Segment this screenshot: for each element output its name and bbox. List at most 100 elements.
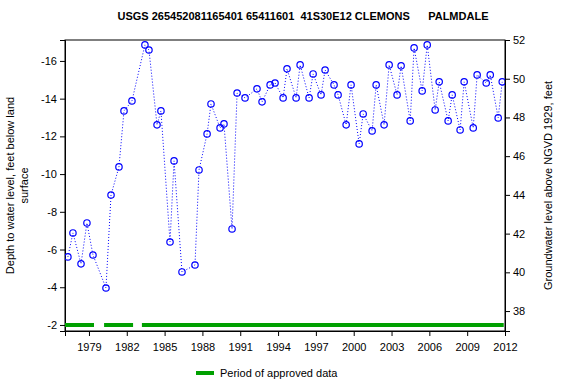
- data-point: [293, 95, 299, 101]
- axis-line: [506, 41, 511, 332]
- tick: 2012: [493, 331, 517, 353]
- tick: -10: [41, 168, 65, 180]
- tick-label: -2: [47, 319, 57, 331]
- tick-mark: [505, 117, 510, 118]
- data-point: [343, 122, 349, 128]
- data-point: [297, 62, 303, 68]
- data-point: [217, 125, 223, 131]
- data-point: [108, 192, 114, 198]
- tick-mark: [316, 331, 317, 336]
- data-point: [280, 95, 286, 101]
- tick: 2003: [380, 331, 404, 353]
- y-axis-title: Depth to water level, feet below landsur…: [4, 97, 30, 274]
- tick-mark: [505, 40, 510, 41]
- tick: 1991: [229, 331, 253, 353]
- tick-label: -12: [41, 130, 57, 142]
- tick: 42: [505, 228, 525, 240]
- data-point: [483, 80, 489, 86]
- data-point: [335, 92, 341, 98]
- tick-label: -14: [41, 93, 57, 105]
- tick-mark: [467, 331, 468, 336]
- tick-mark: [505, 195, 510, 196]
- data-point: [121, 108, 127, 114]
- data-point: [84, 220, 90, 226]
- data-point: [318, 92, 324, 98]
- approved-period: [104, 323, 133, 327]
- tick-mark: [392, 331, 393, 336]
- tick: 38: [505, 305, 525, 317]
- tick-mark: [240, 331, 241, 336]
- data-point: [65, 254, 71, 260]
- approved-period: [142, 323, 504, 327]
- plot-frame: [65, 40, 505, 331]
- data-point: [407, 118, 413, 124]
- tick-label: 46: [513, 150, 525, 162]
- tick-label: -8: [47, 206, 57, 218]
- tick-mark: [60, 250, 65, 251]
- data-point: [167, 239, 173, 245]
- data-point: [449, 92, 455, 98]
- data-point: [78, 261, 84, 267]
- data-point: [348, 82, 354, 88]
- y-axis: -16 -14 -12 -10 -8 -6 -4 -2: [41, 41, 65, 332]
- tick-label: -4: [47, 281, 57, 293]
- tick: -6: [47, 244, 65, 256]
- tick-mark: [127, 331, 128, 336]
- tick-label: 40: [513, 266, 525, 278]
- tick: -14: [41, 93, 65, 105]
- tick-label: 1979: [77, 341, 101, 353]
- data-point: [381, 122, 387, 128]
- tick: -4: [47, 281, 65, 293]
- tick-mark: [60, 99, 65, 100]
- data-point: [70, 230, 76, 236]
- data-point: [398, 63, 404, 69]
- tick-label: 1985: [153, 341, 177, 353]
- data-point: [386, 62, 392, 68]
- data-point: [457, 127, 463, 133]
- tick: -8: [47, 206, 65, 218]
- tick: 40: [505, 266, 525, 278]
- tick: -16: [41, 55, 65, 67]
- data-point: [322, 67, 328, 73]
- tick-mark: [60, 174, 65, 175]
- title: USGS 265452081165401 65411601 41S30E12 C…: [118, 10, 489, 22]
- data-point: [360, 111, 366, 117]
- data-point: [306, 95, 312, 101]
- data-point: [432, 107, 438, 113]
- axis-line: [60, 41, 66, 332]
- data-point: [208, 101, 214, 107]
- tick: 1985: [153, 331, 177, 353]
- data-point: [331, 82, 337, 88]
- data-point: [445, 118, 451, 124]
- data-point: [487, 72, 493, 78]
- data-point: [461, 79, 467, 85]
- data-point: [369, 128, 375, 134]
- tick-label: 38: [513, 305, 525, 317]
- data-point: [259, 99, 265, 105]
- tick-label: 2012: [493, 341, 517, 353]
- tick-label: 2000: [342, 341, 366, 353]
- data-point: [310, 71, 316, 77]
- tick-label: 1997: [304, 341, 328, 353]
- tick-mark: [354, 331, 355, 336]
- data-point: [419, 88, 425, 94]
- data-point: [192, 262, 198, 268]
- data-point: [470, 125, 476, 131]
- data-point: [254, 86, 260, 92]
- tick-mark: [60, 61, 65, 62]
- data-point: [103, 285, 109, 291]
- tick-label: 2003: [380, 341, 404, 353]
- data-point: [90, 252, 96, 258]
- tick: 1979: [77, 331, 101, 353]
- legend: Period of approved data: [196, 367, 338, 379]
- data-point: [424, 42, 430, 48]
- tick: 2009: [455, 331, 479, 353]
- tick-mark: [429, 331, 430, 336]
- tick-mark: [60, 325, 65, 326]
- data-point: [284, 66, 290, 72]
- tick-label: 44: [513, 189, 525, 201]
- tick-label: 52: [513, 34, 525, 46]
- series-line: [68, 45, 502, 288]
- tick-mark: [505, 234, 510, 235]
- tick-mark: [505, 79, 510, 80]
